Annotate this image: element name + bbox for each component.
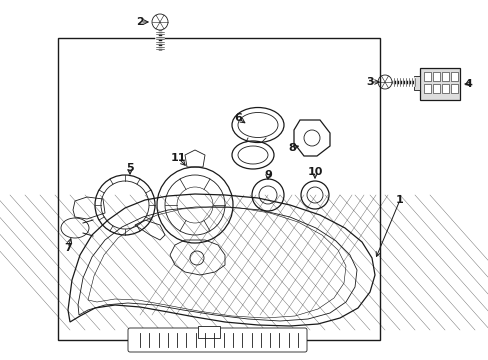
FancyBboxPatch shape <box>128 328 306 352</box>
Bar <box>432 72 439 81</box>
Text: 9: 9 <box>264 170 271 180</box>
Bar <box>423 84 430 93</box>
Text: 5: 5 <box>126 163 134 173</box>
Text: 6: 6 <box>234 113 242 123</box>
Text: 1: 1 <box>395 195 403 205</box>
Bar <box>419 68 459 100</box>
Bar <box>413 76 419 90</box>
Bar <box>58 38 379 340</box>
Bar <box>441 72 448 81</box>
Bar <box>450 84 457 93</box>
Bar <box>450 72 457 81</box>
Bar <box>423 72 430 81</box>
Text: 4: 4 <box>463 79 471 89</box>
Text: 3: 3 <box>366 77 373 87</box>
Bar <box>432 84 439 93</box>
Text: 11: 11 <box>170 153 185 163</box>
Text: 8: 8 <box>287 143 295 153</box>
Bar <box>441 84 448 93</box>
Text: 2: 2 <box>136 17 143 27</box>
Bar <box>198 326 220 338</box>
Text: 10: 10 <box>306 167 322 177</box>
Text: 7: 7 <box>64 243 72 253</box>
